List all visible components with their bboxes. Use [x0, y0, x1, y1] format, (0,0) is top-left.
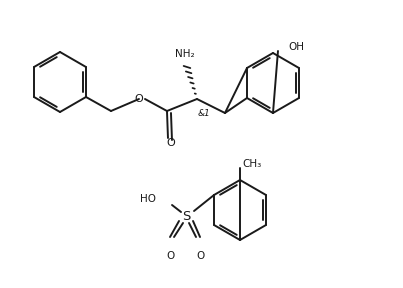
- Text: S: S: [182, 211, 190, 223]
- Text: O: O: [166, 251, 174, 261]
- Text: OH: OH: [288, 42, 304, 52]
- Text: CH₃: CH₃: [242, 159, 262, 169]
- Text: O: O: [135, 94, 143, 104]
- Text: O: O: [166, 138, 175, 148]
- Text: &1: &1: [198, 109, 211, 118]
- Text: HO: HO: [140, 194, 156, 204]
- Text: O: O: [196, 251, 204, 261]
- Text: NH₂: NH₂: [175, 49, 195, 59]
